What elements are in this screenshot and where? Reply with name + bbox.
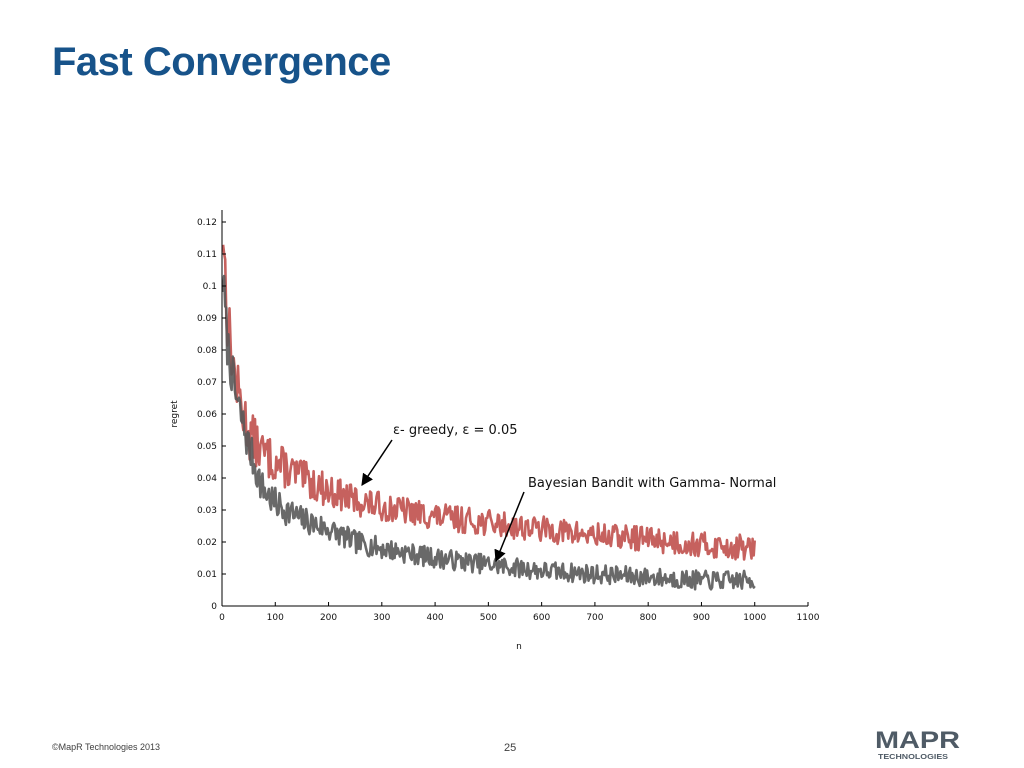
series-epsilon-greedy — [221, 244, 756, 561]
y-tick-label: 0.09 — [197, 314, 217, 324]
x-tick-label: 800 — [640, 613, 657, 623]
x-axis-title: n — [516, 642, 522, 652]
y-axis-title: regret — [170, 400, 180, 428]
y-tick-label: 0.11 — [197, 250, 217, 260]
x-tick-label: 100 — [267, 613, 284, 623]
axes: 0 0.01 0.02 0.03 0.04 0.05 0.06 0.07 0.08 0.09 0.1… — [170, 210, 820, 652]
logo-wordmark: MAPR — [875, 727, 960, 754]
y-ticks: 0 0.01 0.02 0.03 0.04 0.05 0.06 0.07 0.08 0.09 0.1… — [197, 218, 226, 612]
y-tick-label: 0.04 — [197, 474, 217, 484]
annotations: ε- greedy, ε = 0.05 Bayesian Bandit with… — [361, 423, 776, 563]
y-tick-label: 0.1 — [203, 282, 217, 292]
y-tick-label: 0.12 — [197, 218, 217, 228]
x-tick-label: 500 — [480, 613, 497, 623]
annotation-bayes-arrow — [494, 491, 525, 563]
footer-copyright: ©MapR Technologies 2013 — [52, 742, 161, 752]
x-tick-label: 700 — [586, 613, 603, 623]
x-tick-label: 200 — [320, 613, 337, 623]
logo-subtext: TECHNOLOGIES — [878, 754, 948, 761]
y-tick-label: 0.06 — [197, 410, 217, 420]
x-tick-label: 300 — [373, 613, 390, 623]
y-tick-label: 0.02 — [197, 538, 217, 548]
annotation-bayes-label: Bayesian Bandit with Gamma- Normal — [528, 476, 776, 491]
y-tick-label: 0.07 — [197, 378, 217, 388]
x-tick-label: 1100 — [797, 613, 820, 623]
y-tick-label: 0 — [211, 602, 217, 612]
x-tick-label: 1000 — [743, 613, 766, 623]
annotation-epsilon-arrow — [361, 439, 393, 486]
x-tick-label: 0 — [219, 613, 225, 623]
page-number: 25 — [504, 742, 517, 754]
x-tick-label: 600 — [533, 613, 550, 623]
annotation-epsilon-label: ε- greedy, ε = 0.05 — [393, 423, 518, 438]
x-tick-label: 400 — [426, 613, 443, 623]
mapr-logo: MAPR TECHNOLOGIES — [875, 727, 960, 761]
x-tick-label: 900 — [693, 613, 710, 623]
slide-title: Fast Convergence — [52, 40, 391, 84]
y-tick-label: 0.03 — [197, 506, 217, 516]
series-bayesian-bandit — [221, 274, 756, 591]
series-layer — [221, 244, 756, 591]
y-tick-label: 0.08 — [197, 346, 217, 356]
y-tick-label: 0.05 — [197, 442, 217, 452]
y-tick-label: 0.01 — [197, 570, 217, 580]
x-ticks: 0 100 200 300 400 500 600 700 800 900 1000 1100 — [219, 602, 820, 623]
